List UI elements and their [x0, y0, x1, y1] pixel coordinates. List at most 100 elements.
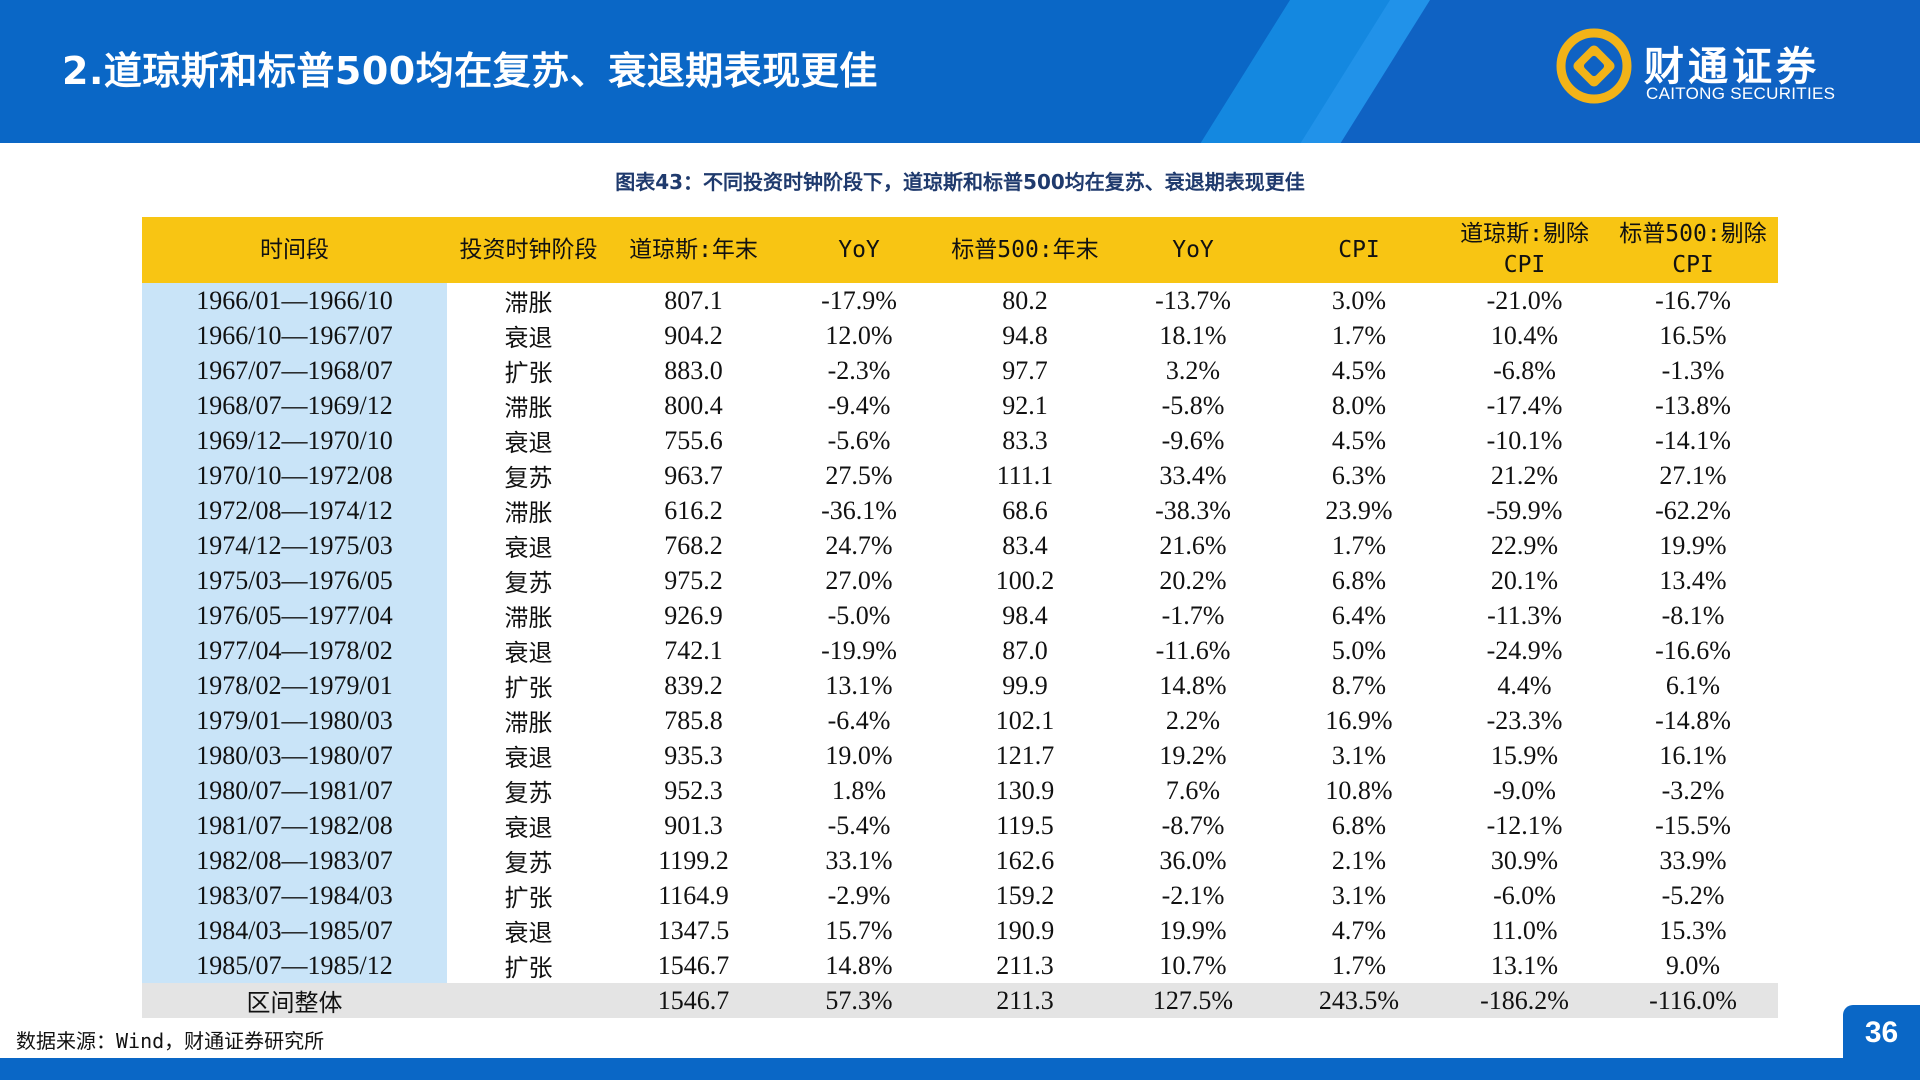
value-cell: 6.3% — [1331, 460, 1387, 490]
column-header: YoY — [777, 217, 941, 283]
value-cell: 97.7 — [1002, 355, 1048, 385]
phase-cell: 复苏 — [504, 779, 553, 807]
value-cell: -9.4% — [827, 390, 891, 420]
column-header: CPI — [1277, 217, 1441, 283]
value-cell: 1199.2 — [658, 845, 729, 875]
value-cell: -6.0% — [1493, 880, 1556, 910]
value-cell: -186.2% — [1441, 983, 1608, 1018]
value-cell: 2.1% — [1331, 845, 1387, 875]
value-cell: 6.8% — [1331, 565, 1387, 595]
table-row: 1982/08—1983/07 复苏 1199.2 33.1% 162.6 36.0% 2.… — [142, 843, 1778, 878]
value-cell: 1.7% — [1331, 950, 1387, 980]
value-cell: -5.6% — [827, 425, 891, 455]
table-row: 1974/12—1975/03 衰退 768.2 24.7% 83.4 21.6% 1.7%… — [142, 528, 1778, 563]
value-cell: 1.7% — [1331, 320, 1387, 350]
period-cell: 1975/03—1976/05 — [142, 563, 447, 598]
value-cell: 121.7 — [995, 740, 1055, 770]
value-cell: 21.6% — [1159, 530, 1227, 560]
value-cell: 16.9% — [1325, 705, 1393, 735]
value-cell: 6.1% — [1665, 670, 1721, 700]
value-cell: 111.1 — [996, 460, 1054, 490]
logo-cn-name: 财通证券 — [1644, 44, 1820, 90]
data-table: 时间段 投资时钟阶段 道琼斯:年末 YoY 标普500:年末 YoY CPI 道… — [142, 217, 1778, 1018]
table-body: 1966/01—1966/10 滞胀 807.1 -17.9% 80.2 -13.7% 3.… — [142, 283, 1778, 1018]
value-cell: 616.2 — [664, 495, 723, 525]
value-cell: 904.2 — [664, 320, 723, 350]
phase-cell: 衰退 — [504, 429, 553, 457]
value-cell: 243.5% — [1277, 983, 1441, 1018]
value-cell: 83.3 — [1002, 425, 1048, 455]
value-cell: 3.1% — [1331, 880, 1387, 910]
value-cell: 13.1% — [1490, 950, 1559, 980]
value-cell: 23.9% — [1325, 495, 1393, 525]
value-cell: -9.0% — [1493, 775, 1556, 805]
value-cell: 963.7 — [664, 460, 723, 490]
value-cell: 952.3 — [664, 775, 723, 805]
value-cell: -15.5% — [1655, 810, 1731, 840]
value-cell: 94.8 — [1002, 320, 1048, 350]
value-cell: 883.0 — [664, 355, 723, 385]
value-cell: -14.8% — [1655, 705, 1731, 735]
column-header: 投资时钟阶段 — [447, 217, 610, 283]
value-cell: -5.0% — [827, 600, 891, 630]
value-cell: -23.3% — [1486, 705, 1563, 735]
value-cell: 92.1 — [1002, 390, 1048, 420]
value-cell: 19.9% — [1159, 915, 1227, 945]
value-cell: 30.9% — [1490, 845, 1559, 875]
value-cell: 4.5% — [1331, 425, 1387, 455]
chart-caption: 图表43：不同投资时钟阶段下，道琼斯和标普500均在复苏、衰退期表现更佳 — [615, 170, 1305, 194]
phase-cell: 扩张 — [504, 954, 553, 982]
phase-cell: 衰退 — [504, 324, 553, 352]
value-cell: 33.1% — [825, 845, 893, 875]
period-cell: 区间整体 — [142, 983, 447, 1018]
value-cell: 19.9% — [1659, 530, 1727, 560]
table-total-row: 区间整体 1546.7 57.3% 211.3 127.5% 243.5% -186.2% -… — [142, 983, 1778, 1018]
value-cell: 768.2 — [664, 530, 723, 560]
value-cell: 159.2 — [995, 880, 1055, 910]
period-cell: 1974/12—1975/03 — [142, 528, 447, 563]
phase-cell: 扩张 — [504, 674, 553, 702]
value-cell: 99.9 — [1002, 670, 1048, 700]
value-cell: 926.9 — [664, 600, 723, 630]
table-row: 1966/10—1967/07 衰退 904.2 12.0% 94.8 18.1% 1.7%… — [142, 318, 1778, 353]
value-cell: -116.0% — [1608, 983, 1778, 1018]
value-cell: 800.4 — [664, 390, 723, 420]
value-cell: 190.9 — [995, 915, 1055, 945]
period-cell: 1985/07—1985/12 — [142, 948, 447, 983]
value-cell: 975.2 — [664, 565, 723, 595]
value-cell: 100.2 — [995, 565, 1055, 595]
value-cell: 6.8% — [1331, 810, 1387, 840]
period-cell: 1982/08—1983/07 — [142, 843, 447, 878]
value-cell: 211.3 — [941, 983, 1109, 1018]
value-cell: 785.8 — [664, 705, 723, 735]
value-cell: 9.0% — [1665, 950, 1721, 980]
value-cell: -2.1% — [1161, 880, 1225, 910]
value-cell: -6.4% — [827, 705, 891, 735]
phase-cell: 衰退 — [504, 534, 553, 562]
period-cell: 1967/07—1968/07 — [142, 353, 447, 388]
table-row: 1984/03—1985/07 衰退 1347.5 15.7% 190.9 19.9% 4.… — [142, 913, 1778, 948]
value-cell: -2.9% — [827, 880, 891, 910]
value-cell: -5.4% — [827, 810, 891, 840]
logo-en-name: CAITONG SECURITIES — [1646, 84, 1836, 103]
period-cell: 1977/04—1978/02 — [142, 633, 447, 668]
phase-cell: 衰退 — [504, 919, 553, 947]
value-cell: -12.1% — [1486, 810, 1563, 840]
value-cell: -16.7% — [1655, 285, 1731, 315]
value-cell: -13.7% — [1155, 285, 1231, 315]
value-cell: 14.8% — [1159, 670, 1227, 700]
value-cell: 1546.7 — [610, 983, 777, 1018]
table-row: 1967/07—1968/07 扩张 883.0 -2.3% 97.7 3.2% 4.5% -… — [142, 353, 1778, 388]
value-cell: 162.6 — [995, 845, 1055, 875]
value-cell: 127.5% — [1109, 983, 1277, 1018]
value-cell: 1.8% — [831, 775, 887, 805]
table-row: 1976/05—1977/04 滞胀 926.9 -5.0% 98.4 -1.7% 6.4%… — [142, 598, 1778, 633]
period-cell: 1983/07—1984/03 — [142, 878, 447, 913]
column-header: 道琼斯:年末 — [610, 217, 777, 283]
phase-cell: 复苏 — [504, 569, 553, 597]
period-cell: 1966/01—1966/10 — [142, 283, 447, 318]
value-cell: 3.1% — [1331, 740, 1387, 770]
value-cell: 20.1% — [1490, 565, 1559, 595]
value-cell: 119.5 — [996, 810, 1054, 840]
phase-cell: 滞胀 — [504, 709, 553, 737]
